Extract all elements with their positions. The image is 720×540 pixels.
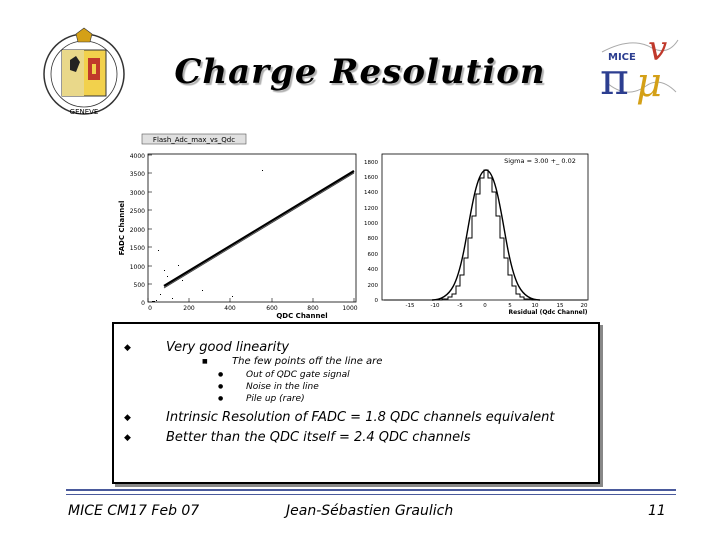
left-xtick-label: 1000 — [342, 305, 357, 312]
bullet-marker-icon: ● — [218, 395, 224, 402]
footer-author: Jean-Sébastien Graulich — [286, 503, 454, 519]
right-xtick-label: -15 — [406, 303, 415, 309]
right-ytick-label: 1000 — [364, 221, 378, 227]
university-seal-logo: GENEVE — [43, 27, 125, 116]
right-xtick-label: 5 — [508, 303, 512, 309]
right-ytick-label: 0 — [375, 298, 379, 304]
right-ytick-label: 200 — [368, 283, 379, 289]
left-xtick-label: 400 — [224, 305, 236, 312]
subsub-bullet: Out of QDC gate signal — [246, 370, 350, 380]
left-xtick-label: 200 — [183, 305, 195, 312]
right-ytick-label: 400 — [368, 267, 379, 273]
right-ytick-label: 1800 — [364, 160, 378, 166]
left-ytick-label: 4000 — [130, 153, 145, 160]
bullet-intrinsic-resolution: Intrinsic Resolution of FADC = 1.8 QDC c… — [166, 410, 555, 425]
bullet-better-than-qdc: Better than the QDC itself = 2.4 QDC cha… — [166, 430, 471, 445]
left-ytick-label: 2500 — [130, 208, 145, 215]
right-yticks: 0 200 400 600 800 1000 1200 1400 1600 18… — [364, 160, 379, 304]
footer-divider-thin — [66, 494, 676, 495]
linear-correlation-line — [163, 170, 355, 287]
bullet-marker-icon: ◆ — [124, 343, 131, 353]
left-ytick-label: 0 — [141, 300, 145, 307]
right-ytick-label: 1400 — [364, 190, 378, 196]
left-xtick-label: 600 — [266, 305, 278, 312]
right-xtick-label: -5 — [457, 303, 463, 309]
scatter-plot: Flash_Adc_max_vs_Qdc FADC Channel QDC Ch… — [118, 133, 358, 320]
bullet-marker-icon: ■ — [202, 358, 208, 365]
svg-text:π: π — [600, 54, 629, 105]
left-ytick-label: 1000 — [130, 264, 145, 271]
left-ytick-label: 500 — [134, 282, 146, 289]
outlier-points — [152, 170, 263, 302]
right-plot-frame — [381, 153, 589, 301]
right-ytick-label: 1600 — [364, 175, 378, 181]
bullet-marker-icon: ● — [218, 383, 224, 390]
left-ylabel: FADC Channel — [118, 201, 126, 256]
footer-meeting: MICE CM17 Feb 07 — [68, 503, 200, 519]
svg-text:MICE: MICE — [608, 52, 636, 63]
right-xtick-label: -10 — [431, 303, 440, 309]
slide-title: Charge Resolution — [174, 52, 546, 92]
left-xtick-label: 0 — [148, 305, 152, 312]
footer-divider — [66, 489, 676, 491]
left-xtick-label: 800 — [307, 305, 319, 312]
bullet-marker-icon: ◆ — [124, 413, 131, 423]
gaussian-fit-curve — [431, 169, 541, 301]
bullet-box: Very good linearity The few points off t… — [112, 322, 600, 484]
left-xlabel: QDC Channel — [276, 312, 327, 320]
right-ytick-label: 1200 — [364, 206, 378, 212]
right-ytick-label: 600 — [368, 252, 379, 258]
linear-correlation-line-spread — [163, 172, 355, 289]
subsub-bullet: Noise in the line — [246, 382, 319, 392]
svg-text:v: v — [648, 29, 667, 69]
residual-histogram: Sigma = 3.00 +_ 0.02 Residual (Qdc Chann… — [364, 153, 589, 316]
svg-text:μ: μ — [636, 60, 662, 106]
left-ytick-label: 1500 — [130, 245, 145, 252]
right-ytick-label: 800 — [368, 236, 379, 242]
left-ytick-label: 3500 — [130, 171, 145, 178]
left-plot-frame — [147, 153, 357, 303]
plot-title-box — [141, 133, 247, 145]
bullet-marker-icon: ◆ — [124, 433, 131, 443]
plots-figure: Flash_Adc_max_vs_Qdc FADC Channel QDC Ch… — [118, 133, 589, 320]
mice-logo: v π μ MICE — [600, 29, 679, 106]
right-xtick-label: 10 — [532, 303, 539, 309]
left-xticks: 0 200 400 600 800 1000 — [147, 298, 358, 312]
sub-bullet-offline-points: The few points off the line are — [232, 356, 383, 367]
subsub-bullet: Pile up (rare) — [246, 394, 305, 404]
svg-text:GENEVE: GENEVE — [70, 108, 99, 116]
left-ytick-label: 2000 — [130, 227, 145, 234]
right-xtick-label: 20 — [581, 303, 588, 309]
right-xtick-label: 15 — [557, 303, 564, 309]
right-xticks: -15 -10 -5 0 5 10 15 20 — [406, 303, 588, 309]
bullet-marker-icon: ● — [218, 371, 224, 378]
right-xlabel: Residual (Qdc Channel) — [509, 309, 588, 316]
right-xtick-label: 0 — [483, 303, 487, 309]
footer-page-number: 11 — [648, 503, 666, 519]
sigma-annotation: Sigma = 3.00 +_ 0.02 — [504, 157, 576, 165]
left-plot-title: Flash_Adc_max_vs_Qdc — [153, 136, 235, 144]
left-ytick-label: 3000 — [130, 190, 145, 197]
bullet-linearity: Very good linearity — [166, 340, 290, 355]
left-yticks: 0 500 1000 1500 2000 2500 3000 3500 4000 — [130, 153, 152, 307]
